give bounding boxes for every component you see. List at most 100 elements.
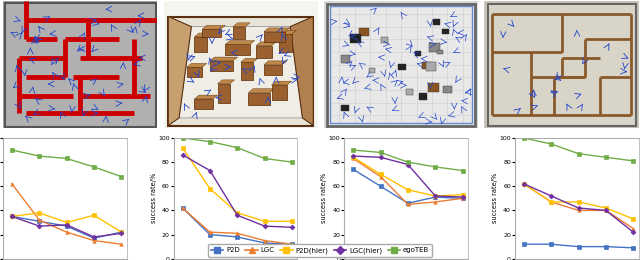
P2D(hier) [179,146,186,149]
Line: LGC: LGC [181,206,294,246]
LGC(hier) [602,209,610,212]
P2D(hier) [8,215,16,218]
Bar [195,99,213,109]
Y-axis label: success rate/%: success rate/% [321,173,327,223]
P2D(hier) [35,211,43,214]
P2D [179,206,186,210]
LGC [261,239,269,242]
Line: LGC: LGC [522,182,635,230]
Polygon shape [225,41,255,44]
Bar [360,29,369,36]
Bar [381,37,388,43]
Line: P2D: P2D [351,168,465,205]
Polygon shape [210,57,237,61]
P2D [90,237,98,240]
P2D [118,231,125,234]
Line: P2D: P2D [181,206,294,246]
Polygon shape [202,25,225,29]
Bar [264,32,285,42]
P2D [63,225,70,228]
egoTEB [90,165,98,168]
LGC(hier) [8,215,16,218]
P2D [602,245,610,248]
P2D [431,196,439,199]
Polygon shape [256,42,276,46]
P2D [261,242,269,245]
LGC(hier) [90,235,98,238]
Line: P2D(hier): P2D(hier) [10,211,123,234]
P2D(hier) [118,231,125,234]
Polygon shape [241,58,258,62]
LGC(hier) [431,194,439,198]
egoTEB [234,146,241,149]
LGC [288,243,296,246]
P2D(hier) [90,214,98,217]
Polygon shape [218,80,235,84]
egoTEB [575,152,582,155]
Bar [241,62,253,80]
Bar [406,89,413,95]
Bar [369,68,374,73]
Bar [340,55,350,63]
P2D(hier) [575,200,582,204]
LGC(hier) [63,223,70,226]
Line: P2D: P2D [10,215,123,240]
Line: P2D(hier): P2D(hier) [522,182,635,220]
P2D(hier) [261,220,269,223]
P2D(hier) [288,220,296,223]
Polygon shape [279,30,296,34]
Bar [429,43,440,51]
P2D [377,185,385,188]
Line: LGC(hier): LGC(hier) [181,153,294,229]
Polygon shape [271,81,292,85]
egoTEB [629,159,637,162]
P2D [629,246,637,249]
P2D(hier) [206,187,214,190]
Line: egoTEB: egoTEB [351,148,465,172]
P2D(hier) [431,194,439,198]
LGC [431,200,439,204]
LGC(hier) [35,225,43,228]
Polygon shape [195,95,218,99]
Y-axis label: success rate/%: success rate/% [492,173,498,223]
Line: egoTEB: egoTEB [181,136,294,164]
Bar [233,27,245,39]
P2D(hier) [63,221,70,224]
egoTEB [118,175,125,178]
egoTEB [602,156,610,159]
Bar [187,67,202,77]
Bar [256,46,271,58]
LGC [349,157,357,160]
egoTEB [377,151,385,154]
LGC [377,175,385,178]
Bar [279,34,292,52]
LGC [234,232,241,235]
LGC [206,231,214,234]
Bar [195,37,207,52]
Bar [340,105,349,111]
Bar [422,62,431,69]
P2D(hier) [349,156,357,159]
FancyBboxPatch shape [488,4,636,126]
Bar [437,50,444,54]
LGC(hier) [459,196,467,199]
LGC(hier) [377,156,385,159]
egoTEB [288,161,296,164]
P2D(hier) [234,211,241,214]
LGC [404,203,412,206]
LGC [520,182,527,185]
egoTEB [63,157,70,160]
Line: LGC(hier): LGC(hier) [351,154,465,199]
Line: P2D: P2D [522,243,635,250]
P2D(hier) [377,173,385,176]
LGC [547,200,555,204]
LGC(hier) [349,154,357,158]
Line: egoTEB: egoTEB [10,148,123,178]
LGC(hier) [234,214,241,217]
P2D [459,197,467,200]
Line: P2D(hier): P2D(hier) [351,155,465,198]
Polygon shape [168,17,191,126]
Bar [443,86,452,93]
Line: LGC(hier): LGC(hier) [10,215,123,239]
P2D [349,168,357,171]
